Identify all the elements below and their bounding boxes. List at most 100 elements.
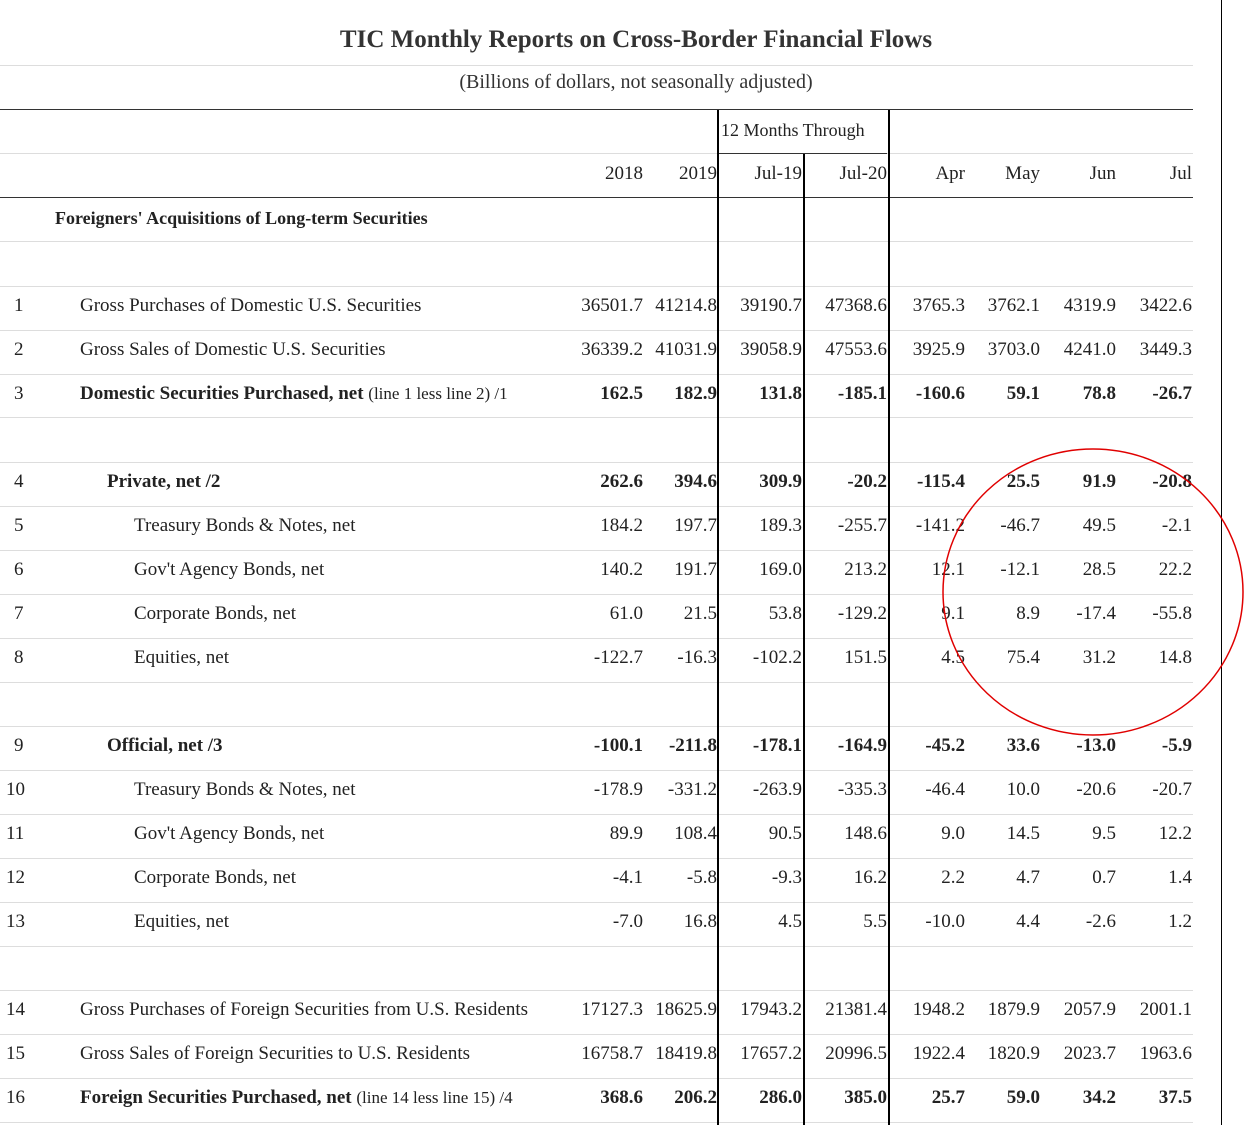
table-cell: -185.1 xyxy=(837,383,887,404)
table-cell: 4.7 xyxy=(1016,867,1040,888)
table-cell: 18419.8 xyxy=(655,1043,717,1064)
row-label: Gross Sales of Domestic U.S. Securities xyxy=(80,339,386,361)
table-cell: -255.7 xyxy=(837,515,887,536)
row-number: 11 xyxy=(6,823,25,844)
table-cell: -100.1 xyxy=(593,735,643,756)
table-cell: 16.8 xyxy=(683,911,717,932)
row-label: Gross Sales of Foreign Securities to U.S… xyxy=(80,1043,470,1065)
table-cell: -331.2 xyxy=(667,779,717,800)
row-number: 6 xyxy=(14,559,24,580)
table-cell: 31.2 xyxy=(1082,647,1116,668)
table-cell: 17943.2 xyxy=(740,999,802,1020)
row-divider xyxy=(0,1034,1193,1035)
table-cell: 184.2 xyxy=(600,515,643,536)
table-cell: 131.8 xyxy=(759,383,802,404)
row-label: Corporate Bonds, net xyxy=(134,867,296,889)
table-cell: 91.9 xyxy=(1082,471,1116,492)
row-label: Treasury Bonds & Notes, net xyxy=(134,515,356,537)
row-number: 13 xyxy=(6,911,25,932)
table-cell: 368.6 xyxy=(600,1087,643,1108)
table-cell: 36339.2 xyxy=(581,339,643,360)
table-cell: 34.2 xyxy=(1082,1087,1116,1108)
column-header: May xyxy=(1005,163,1040,184)
table-cell: -129.2 xyxy=(837,603,887,624)
table-cell: 17657.2 xyxy=(740,1043,802,1064)
table-cell: 90.5 xyxy=(768,823,802,844)
table-cell: -20.6 xyxy=(1076,779,1116,800)
row-number: 5 xyxy=(14,515,24,536)
table-cell: -12.1 xyxy=(1000,559,1040,580)
table-cell: -160.6 xyxy=(915,383,965,404)
row-label: Equities, net xyxy=(134,647,229,669)
row-label-text: Gov't Agency Bonds, net xyxy=(134,823,325,844)
table-cell: 1.4 xyxy=(1168,867,1192,888)
table-cell: 182.9 xyxy=(674,383,717,404)
row-divider xyxy=(0,770,1193,771)
column-header: 2018 xyxy=(605,163,643,184)
table-cell: 0.7 xyxy=(1092,867,1116,888)
table-cell: 4.5 xyxy=(941,647,965,668)
table-cell: -16.3 xyxy=(677,647,717,668)
table-cell: 286.0 xyxy=(759,1087,802,1108)
row-divider xyxy=(0,990,1193,991)
table-cell: 5.5 xyxy=(863,911,887,932)
table-cell: 28.5 xyxy=(1082,559,1116,580)
table-cell: -141.2 xyxy=(915,515,965,536)
table-cell: 394.6 xyxy=(674,471,717,492)
table-cell: 162.5 xyxy=(600,383,643,404)
row-label-text: Official, net /3 xyxy=(107,735,223,756)
table-cell: -115.4 xyxy=(916,471,965,492)
row-divider xyxy=(0,506,1193,507)
table-cell: 47553.6 xyxy=(825,339,887,360)
table-cell: -263.9 xyxy=(752,779,802,800)
table-cell: 262.6 xyxy=(600,471,643,492)
table-cell: 148.6 xyxy=(844,823,887,844)
table-cell: 41214.8 xyxy=(655,295,717,316)
row-label: Treasury Bonds & Notes, net xyxy=(134,779,356,801)
row-divider xyxy=(0,814,1193,815)
table-cell: 17127.3 xyxy=(581,999,643,1020)
table-cell: 16758.7 xyxy=(581,1043,643,1064)
section-heading: Foreigners' Acquisitions of Long-term Se… xyxy=(55,208,428,228)
table-cell: 39058.9 xyxy=(740,339,802,360)
row-label-text: Equities, net xyxy=(134,911,229,932)
table-cell: -46.4 xyxy=(925,779,965,800)
table-cell: 9.1 xyxy=(941,603,965,624)
table-cell: -10.0 xyxy=(925,911,965,932)
column-header: Jul-19 xyxy=(754,163,803,184)
table-cell: -7.0 xyxy=(612,911,643,932)
row-divider xyxy=(0,1122,1193,1123)
table-cell: 37.5 xyxy=(1158,1087,1192,1108)
row-number: 4 xyxy=(14,471,24,492)
table-cell: 4241.0 xyxy=(1063,339,1116,360)
row-label-text: Equities, net xyxy=(134,647,229,668)
table-cell: 53.8 xyxy=(768,603,802,624)
table-cell: 22.2 xyxy=(1158,559,1192,580)
row-number: 9 xyxy=(14,735,24,756)
row-divider xyxy=(0,65,1193,66)
table-cell: 21.5 xyxy=(683,603,717,624)
row-label-text: Gov't Agency Bonds, net xyxy=(134,559,325,580)
table-cell: -5.8 xyxy=(686,867,717,888)
row-divider xyxy=(0,638,1193,639)
column-header: Jul-20 xyxy=(839,163,888,184)
row-number: 1 xyxy=(14,295,24,316)
table-cell: 12.2 xyxy=(1158,823,1192,844)
row-label-text: Gross Sales of Domestic U.S. Securities xyxy=(80,339,386,360)
table-top-rule xyxy=(0,109,1193,110)
row-divider xyxy=(0,241,1193,242)
table-cell: 14.8 xyxy=(1158,647,1192,668)
table-cell: 1879.9 xyxy=(987,999,1040,1020)
row-divider xyxy=(0,682,1193,683)
table-cell: 59.0 xyxy=(1006,1087,1040,1108)
table-cell: 1922.4 xyxy=(912,1043,965,1064)
table-cell: -20.2 xyxy=(847,471,887,492)
table-cell: 8.9 xyxy=(1016,603,1040,624)
header-bottom-rule xyxy=(0,197,1193,198)
table-cell: -13.0 xyxy=(1076,735,1116,756)
row-label-note: (line 1 less line 2) /1 xyxy=(368,384,508,403)
group-header-rule xyxy=(719,153,887,154)
row-number: 12 xyxy=(6,867,25,888)
table-cell: 197.7 xyxy=(674,515,717,536)
